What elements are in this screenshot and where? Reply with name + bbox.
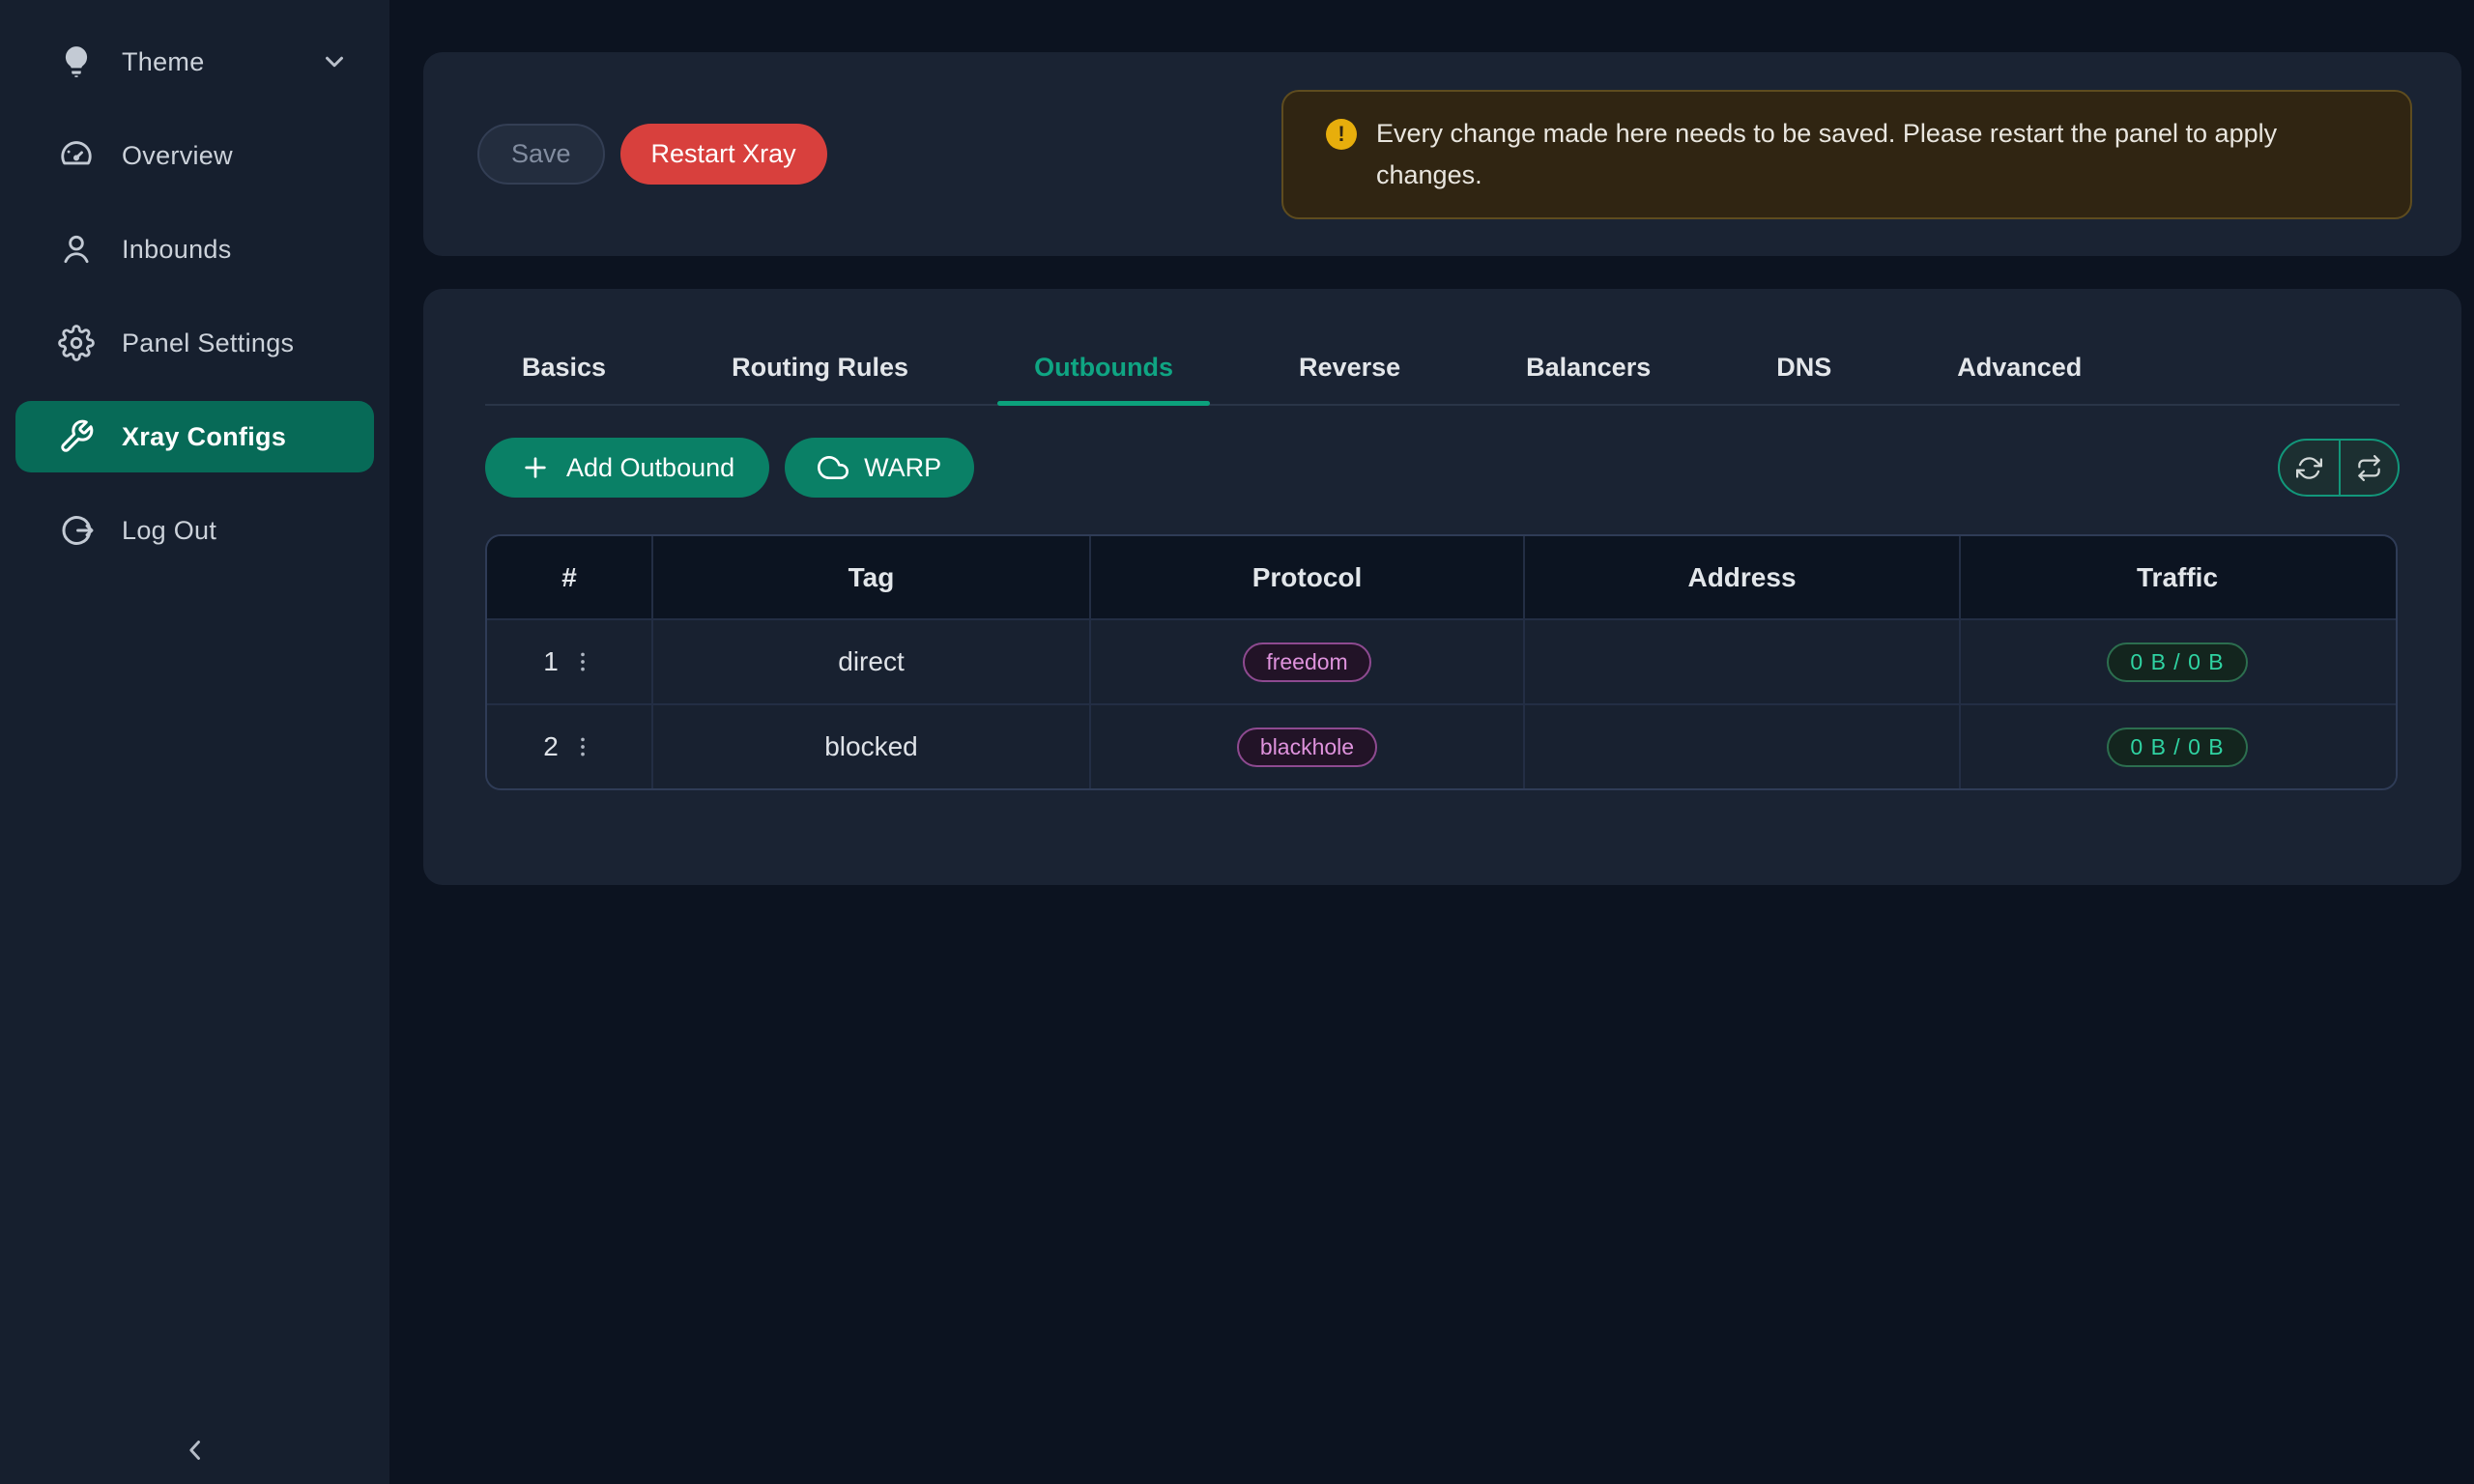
add-outbound-button[interactable]: Add Outbound: [485, 438, 770, 498]
add-outbound-label: Add Outbound: [566, 452, 735, 482]
kebab-menu-icon: [570, 649, 595, 674]
sidebar-item-label: Log Out: [122, 515, 217, 545]
toolbar-card: Save Restart Xray ! Every change made he…: [423, 52, 2461, 256]
plus-icon: [520, 452, 551, 483]
row-index-cell: 2: [487, 705, 653, 788]
tab-outbounds[interactable]: Outbounds: [997, 353, 1211, 406]
sidebar-item-label: Inbounds: [122, 234, 232, 264]
column-header-tag: Tag: [653, 536, 1091, 618]
config-tabs: Basics Routing Rules Outbounds Reverse B…: [485, 353, 2400, 406]
outbounds-table: # Tag Protocol Address Traffic 1 direct: [485, 534, 2398, 790]
address-cell: [1525, 705, 1961, 788]
sidebar: Theme Overview Inbounds Panel Settings: [0, 0, 389, 1484]
refresh-outbounds-button[interactable]: [2280, 441, 2339, 495]
tab-dns[interactable]: DNS: [1776, 353, 1832, 382]
sidebar-item-inbounds[interactable]: Inbounds: [15, 214, 374, 285]
protocol-badge: blackhole: [1236, 727, 1378, 767]
traffic-cell: 0 B / 0 B: [1961, 705, 2394, 788]
row-menu-button[interactable]: [570, 734, 595, 759]
warning-icon: !: [1326, 118, 1357, 150]
sidebar-item-log-out[interactable]: Log Out: [15, 495, 374, 566]
outbounds-actions-row: Add Outbound WARP: [485, 438, 2400, 498]
refresh-icon: [2296, 455, 2322, 481]
table-row: 2 blocked blackhole 0 B / 0 B: [487, 703, 2396, 788]
traffic-badge: 0 B / 0 B: [2107, 642, 2248, 682]
sidebar-item-label: Panel Settings: [122, 328, 295, 357]
reset-traffic-button[interactable]: [2339, 441, 2398, 495]
protocol-cell: freedom: [1091, 620, 1525, 703]
protocol-cell: blackhole: [1091, 705, 1525, 788]
traffic-cell: 0 B / 0 B: [1961, 620, 2394, 703]
traffic-badge: 0 B / 0 B: [2107, 727, 2248, 767]
chevron-left-icon: [179, 1434, 212, 1467]
refresh-button-group: [2278, 439, 2400, 497]
table-header-row: # Tag Protocol Address Traffic: [487, 536, 2396, 618]
sidebar-collapse-button[interactable]: [0, 1434, 389, 1467]
kebab-menu-icon: [570, 734, 595, 759]
cloud-icon: [818, 452, 849, 483]
sidebar-item-theme[interactable]: Theme: [15, 26, 374, 98]
save-button[interactable]: Save: [477, 124, 605, 185]
column-header-protocol: Protocol: [1091, 536, 1525, 618]
main-content: Save Restart Xray ! Every change made he…: [389, 0, 2474, 1484]
tag-cell: direct: [653, 620, 1091, 703]
sidebar-item-overview[interactable]: Overview: [15, 120, 374, 191]
tag-cell: blocked: [653, 705, 1091, 788]
tab-routing-rules[interactable]: Routing Rules: [732, 353, 909, 382]
chevron-down-icon: [320, 47, 349, 76]
row-menu-button[interactable]: [570, 649, 595, 674]
sidebar-item-xray-configs[interactable]: Xray Configs: [15, 401, 374, 472]
protocol-badge: freedom: [1243, 642, 1371, 682]
column-header-index: #: [487, 536, 653, 618]
gauge-icon: [58, 137, 95, 174]
lightbulb-icon: [58, 43, 95, 80]
sidebar-item-label: Overview: [122, 140, 233, 170]
row-index: 1: [543, 646, 559, 676]
alert-text: Every change made here needs to be saved…: [1376, 118, 2278, 189]
warp-button[interactable]: WARP: [785, 438, 975, 498]
column-header-traffic: Traffic: [2136, 561, 2219, 592]
wrench-icon: [58, 418, 95, 455]
restart-warning-alert: ! Every change made here needs to be sav…: [1281, 89, 2412, 219]
sidebar-item-label: Theme: [122, 46, 205, 76]
row-index: 2: [543, 731, 559, 761]
warp-label: WARP: [864, 452, 942, 482]
row-index-cell: 1: [487, 620, 653, 703]
tab-balancers[interactable]: Balancers: [1526, 353, 1652, 382]
sidebar-nav: Theme Overview Inbounds Panel Settings: [0, 26, 389, 566]
xray-config-card: Basics Routing Rules Outbounds Reverse B…: [423, 289, 2461, 885]
tab-advanced[interactable]: Advanced: [1957, 353, 2083, 382]
gear-icon: [58, 325, 95, 361]
restart-xray-button[interactable]: Restart Xray: [619, 124, 827, 185]
sidebar-item-panel-settings[interactable]: Panel Settings: [15, 307, 374, 379]
sidebar-item-label: Xray Configs: [122, 421, 287, 451]
user-icon: [58, 231, 95, 268]
repeat-icon: [2356, 454, 2382, 481]
column-header-address: Address: [1525, 536, 1961, 618]
address-cell: [1525, 620, 1961, 703]
tab-basics[interactable]: Basics: [522, 353, 607, 382]
tab-reverse[interactable]: Reverse: [1299, 353, 1401, 382]
logout-icon: [58, 512, 95, 549]
table-row: 1 direct freedom 0 B / 0 B: [487, 618, 2396, 703]
